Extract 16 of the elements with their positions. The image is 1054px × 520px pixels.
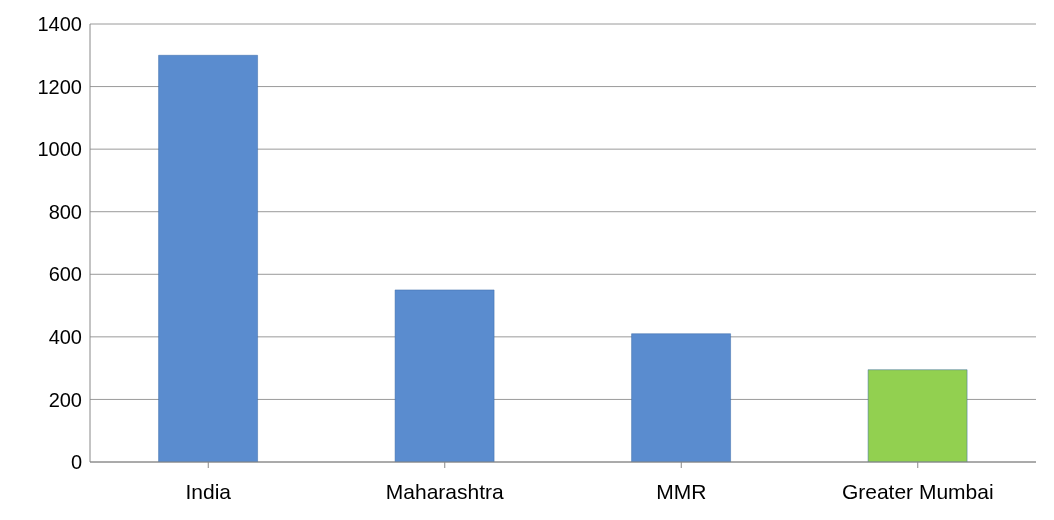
y-tick-label: 1000 [37,138,82,161]
x-tick-label: MMR [656,479,707,503]
y-tick-label: 800 [48,200,82,223]
y-tick-label: 400 [48,325,82,348]
x-tick-label: India [185,479,232,503]
bar [158,55,258,462]
x-tick-label: Maharashtra [385,479,505,503]
y-tick-label: 1200 [37,75,82,98]
bar [631,333,731,462]
y-tick-label: 600 [48,263,82,286]
y-tick-label: 200 [48,388,82,411]
y-tick-label: 1400 [37,13,82,36]
y-tick-label: 0 [70,451,82,474]
x-tick-label: Greater Mumbai [841,479,994,503]
bar [394,289,495,462]
bar [867,369,968,462]
